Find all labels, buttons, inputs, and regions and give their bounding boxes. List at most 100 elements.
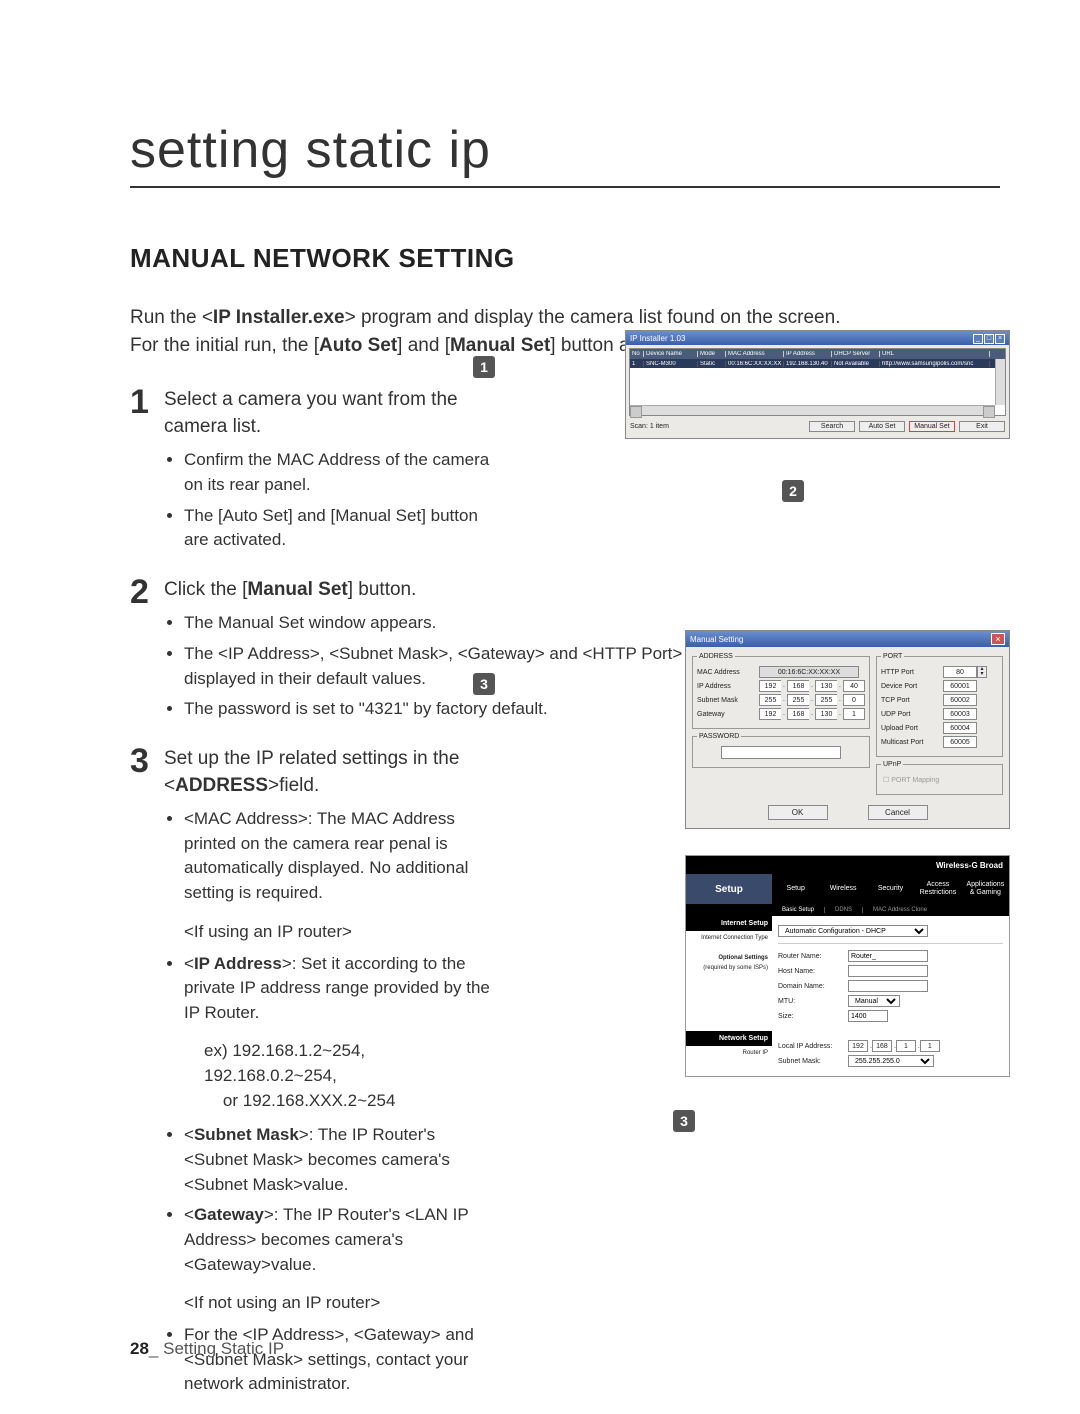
t: <	[184, 1205, 194, 1224]
field-label: Upload Port	[881, 725, 943, 732]
password-field[interactable]	[721, 746, 841, 759]
close-icon[interactable]: ×	[991, 633, 1005, 645]
router-tab[interactable]: Security	[867, 885, 914, 893]
maximize-icon[interactable]: □	[984, 334, 994, 344]
udp-port-field[interactable]: 60003	[943, 708, 977, 720]
page-number: 28	[130, 1339, 149, 1358]
step-text: ] button.	[348, 579, 417, 600]
local-ip-field[interactable]: 192.168.1.1	[848, 1040, 942, 1052]
port-mapping-checkbox[interactable]: ☐ PORT Mapping	[881, 772, 998, 788]
spinner-icon[interactable]: ▴▾	[977, 666, 987, 678]
step-bold: Manual Set	[247, 579, 347, 600]
manual-set-button[interactable]: Manual Set	[909, 421, 955, 432]
oct[interactable]: 1	[843, 708, 865, 720]
address-group: ADDRESS MAC Address00:16:6C:XX:XX:XX IP …	[692, 653, 870, 729]
network-setup-fields: Local IP Address: 192.168.1.1 Subnet Mas…	[772, 1031, 1009, 1076]
scan-count-label: Scan: 1 item	[630, 423, 669, 430]
setup-tab[interactable]: Setup	[686, 874, 772, 904]
mac-address-field: 00:16:6C:XX:XX:XX	[759, 666, 859, 678]
router-subtab[interactable]: Basic Setup	[772, 907, 824, 913]
router-tab[interactable]: Setup	[772, 885, 819, 893]
field-label: Subnet Mask	[697, 697, 759, 704]
connection-type-select[interactable]: Automatic Configuration - DHCP	[778, 925, 928, 937]
t: <	[184, 954, 194, 973]
intro-frag: For the initial run, the [	[130, 335, 319, 356]
router-subtab[interactable]: MAC Address Clone	[862, 907, 937, 913]
grid-row[interactable]: 1SNC-M300Static00:16:6C:XX:XX:XX192.168.…	[630, 359, 1005, 368]
router-tab[interactable]: Access Restrictions	[914, 881, 961, 896]
ip-address-field[interactable]: 192.168.130.40	[759, 680, 865, 692]
dialog-title: Manual Setting	[690, 635, 743, 644]
subnet-mask-select[interactable]: 255.255.255.0	[848, 1055, 934, 1067]
subnet-mask-field[interactable]: 255.255.255.0	[759, 694, 865, 706]
http-port-field[interactable]: 80	[943, 666, 977, 678]
camera-list-grid[interactable]: NoDevice NameModeMAC AddressIP AddressDH…	[629, 348, 1006, 416]
exit-button[interactable]: Exit	[959, 421, 1005, 432]
oct[interactable]: 130	[815, 680, 837, 692]
field-label: Size:	[778, 1013, 848, 1020]
mtu-select[interactable]: Manual	[848, 995, 900, 1007]
b: Subnet Mask	[194, 1125, 299, 1144]
auto-set-button[interactable]: Auto Set	[859, 421, 905, 432]
oct[interactable]: 192	[759, 708, 781, 720]
router-subtabs: Basic SetupDDNSMAC Address Clone	[772, 904, 1009, 916]
step-bullet: Confirm the MAC Address of the camera on…	[184, 448, 494, 497]
minimize-icon[interactable]: _	[973, 334, 983, 344]
field-label: IP Address	[697, 683, 759, 690]
oct[interactable]: 255	[815, 694, 837, 706]
step-number: 2	[130, 575, 164, 609]
b: Gateway	[194, 1205, 264, 1224]
tcp-port-field[interactable]: 60002	[943, 694, 977, 706]
multicast-port-field[interactable]: 60005	[943, 736, 977, 748]
field-label: Gateway	[697, 711, 759, 718]
router-tab[interactable]: Wireless	[819, 885, 866, 893]
intro-bold: Auto Set	[319, 335, 397, 356]
size-field[interactable]	[848, 1010, 888, 1022]
oct[interactable]: 192	[848, 1040, 868, 1052]
col-header: Device Name	[644, 351, 698, 357]
router-name-field[interactable]	[848, 950, 928, 962]
domain-name-field[interactable]	[848, 980, 928, 992]
host-name-field[interactable]	[848, 965, 928, 977]
oct[interactable]: 168	[787, 680, 809, 692]
footer-text: Setting Static IP	[163, 1339, 284, 1358]
router-subtab[interactable]: DDNS	[824, 907, 862, 913]
router-tab[interactable]: Applications & Gaming	[962, 881, 1009, 896]
oct[interactable]: 1	[920, 1040, 940, 1052]
cancel-button[interactable]: Cancel	[868, 805, 928, 820]
cell: http://www.samsungipolis.com/snc	[880, 361, 990, 367]
field-label: TCP Port	[881, 697, 943, 704]
step-text: Click the [	[164, 579, 247, 600]
device-port-field[interactable]: 60001	[943, 680, 977, 692]
search-button[interactable]: Search	[809, 421, 855, 432]
router-tabs: SetupWirelessSecurityAccess Restrictions…	[772, 874, 1009, 904]
col-header: Mode	[698, 351, 726, 357]
oct[interactable]: 130	[815, 708, 837, 720]
chk-label: PORT Mapping	[891, 777, 939, 784]
step-text: >field.	[268, 775, 319, 796]
intro-bold: IP Installer.exe	[213, 307, 345, 328]
field-label: Domain Name:	[778, 983, 848, 990]
callout-3a: 3	[473, 673, 495, 695]
oct[interactable]: 1	[896, 1040, 916, 1052]
window-buttons: _□×	[972, 333, 1005, 344]
oct[interactable]: 168	[787, 708, 809, 720]
oct[interactable]: 40	[843, 680, 865, 692]
oct[interactable]: 255	[787, 694, 809, 706]
close-icon[interactable]: ×	[995, 334, 1005, 344]
oct[interactable]: 0	[843, 694, 865, 706]
oct[interactable]: 192	[759, 680, 781, 692]
oct[interactable]: 168	[872, 1040, 892, 1052]
gateway-field[interactable]: 192.168.130.1	[759, 708, 865, 720]
scrollbar-horizontal[interactable]	[630, 405, 995, 415]
oct[interactable]: 255	[759, 694, 781, 706]
upload-port-field[interactable]: 60004	[943, 722, 977, 734]
grid-header: NoDevice NameModeMAC AddressIP AddressDH…	[630, 349, 1005, 359]
group-legend: UPnP	[881, 761, 903, 768]
port-group: PORT HTTP Port80▴▾ Device Port60001 TCP …	[876, 653, 1003, 757]
scrollbar-vertical[interactable]	[995, 359, 1005, 405]
field-label: MAC Address	[697, 669, 759, 676]
window-titlebar: IP Installer 1.03 _□×	[626, 331, 1009, 345]
ok-button[interactable]: OK	[768, 805, 828, 820]
step-bullet: <IP Address>: Set it according to the pr…	[184, 952, 494, 1026]
